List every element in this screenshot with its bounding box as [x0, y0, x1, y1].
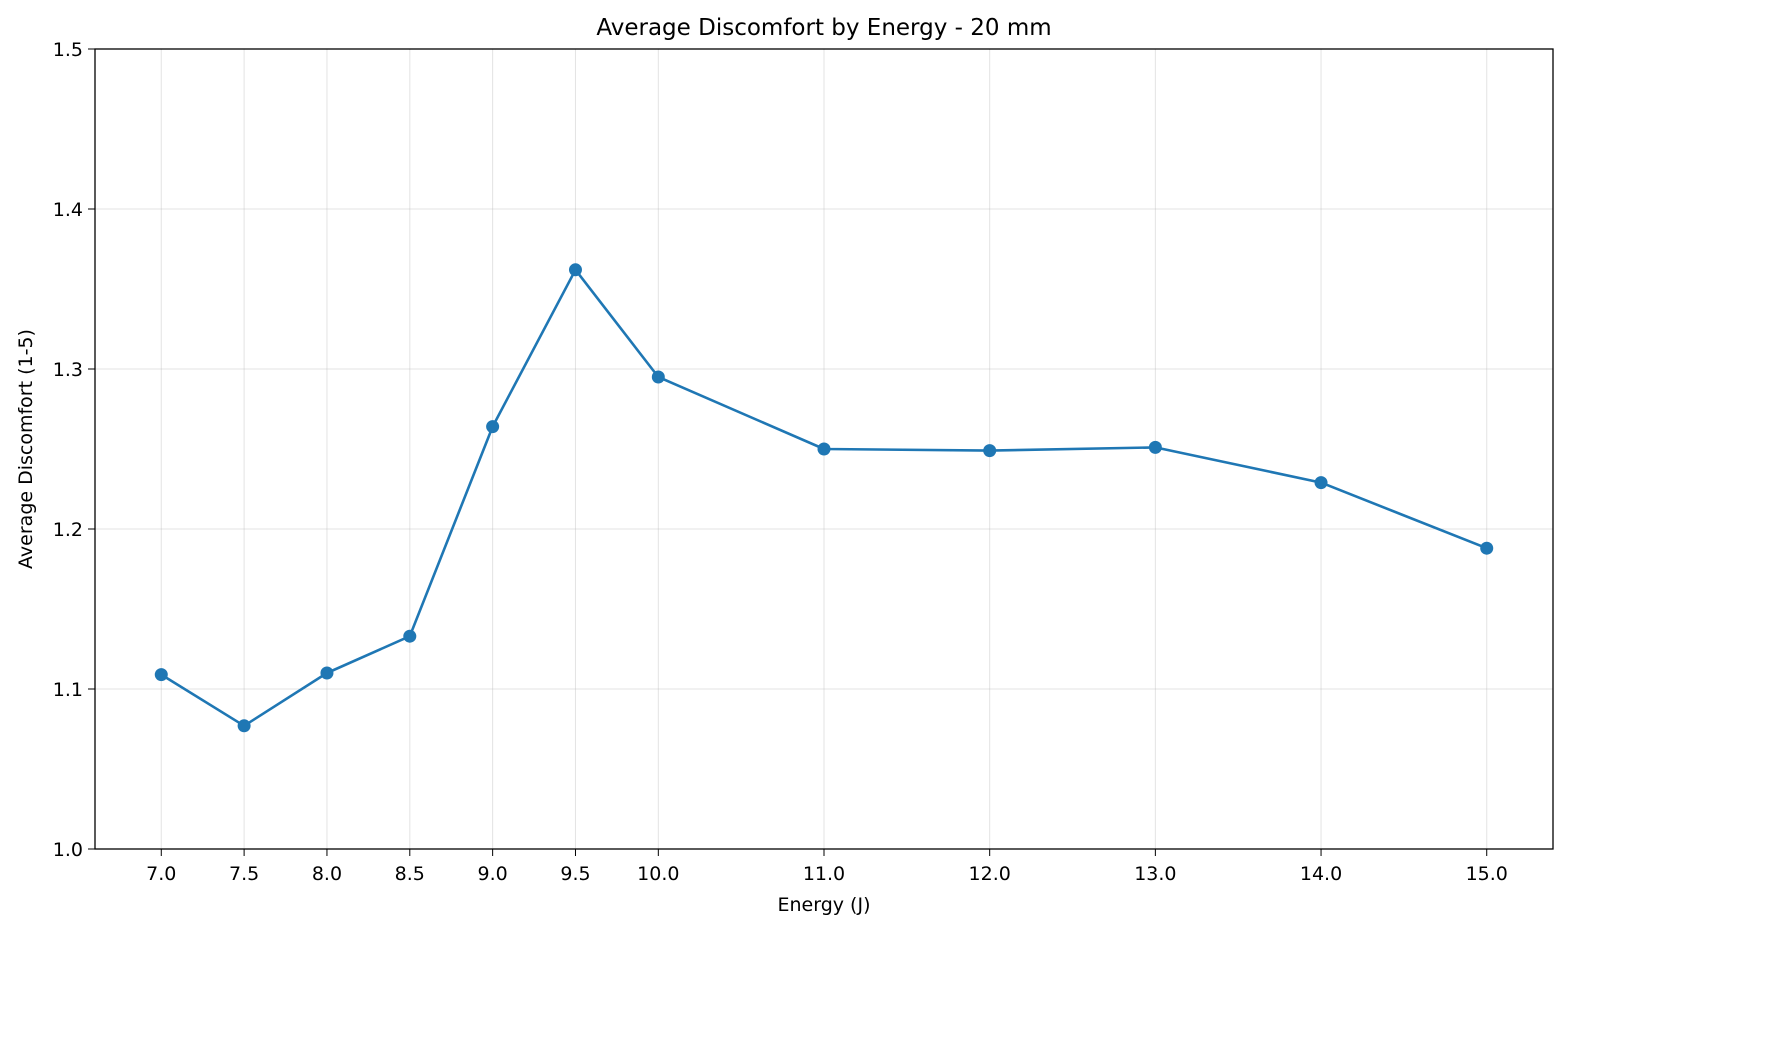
- line-chart: Average Discomfort by Energy - 20 mm 7.0…: [15, 15, 1554, 916]
- data-point: [237, 719, 251, 733]
- data-point: [403, 629, 417, 643]
- x-tick-label: 7.0: [146, 863, 176, 885]
- data-point: [486, 420, 500, 434]
- x-tick-label: 12.0: [969, 863, 1011, 885]
- x-tick-label: 11.0: [803, 863, 845, 885]
- series-layer: [154, 263, 1494, 733]
- data-point: [1148, 440, 1162, 454]
- data-point: [817, 442, 831, 456]
- y-tick-label: 1.4: [53, 199, 83, 221]
- chart-title: Average Discomfort by Energy - 20 mm: [596, 15, 1051, 41]
- y-tick-label: 1.1: [53, 679, 83, 701]
- x-tick-label: 9.0: [478, 863, 508, 885]
- x-tick-label: 8.0: [312, 863, 342, 885]
- data-point: [1314, 476, 1328, 490]
- x-tick-label: 15.0: [1466, 863, 1508, 885]
- x-tick-label: 7.5: [229, 863, 259, 885]
- x-tick-label: 13.0: [1134, 863, 1176, 885]
- data-point: [568, 263, 582, 277]
- y-axis-ticks: 1.0 1.1 1.2 1.3 1.4 1.5: [53, 39, 95, 861]
- x-axis-label: Energy (J): [778, 894, 871, 916]
- x-tick-label: 8.5: [395, 863, 425, 885]
- x-tick-label: 9.5: [560, 863, 590, 885]
- x-tick-label: 14.0: [1300, 863, 1342, 885]
- y-axis-label: Average Discomfort (1-5): [15, 329, 37, 569]
- data-point: [320, 666, 334, 680]
- x-tick-label: 10.0: [637, 863, 679, 885]
- x-axis-ticks: 7.0 7.5 8.0 8.5 9.0 9.5 10.0 11.0 12.0 13.0 14.0 15…: [146, 849, 1508, 885]
- y-tick-label: 1.0: [53, 839, 83, 861]
- y-tick-label: 1.3: [53, 359, 83, 381]
- data-point: [1480, 541, 1494, 555]
- series-line: [160, 268, 1488, 728]
- data-point: [154, 668, 168, 682]
- data-point: [651, 370, 665, 384]
- y-tick-label: 1.5: [53, 39, 83, 61]
- data-point: [983, 444, 997, 458]
- y-tick-label: 1.2: [53, 519, 83, 541]
